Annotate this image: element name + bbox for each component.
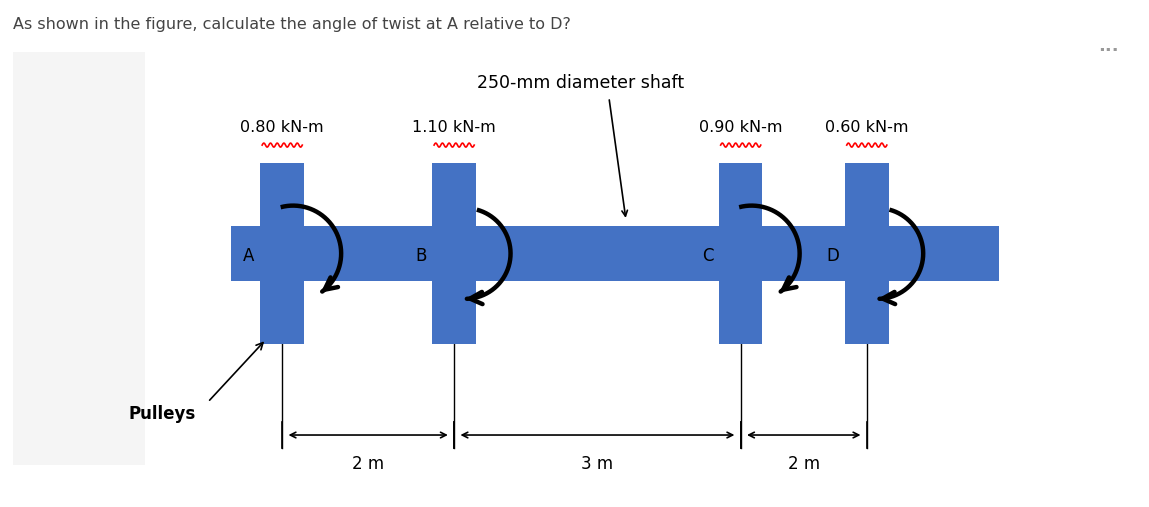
Text: 0.60 kN-m: 0.60 kN-m (825, 120, 909, 135)
Text: C: C (702, 247, 714, 265)
FancyBboxPatch shape (719, 163, 763, 344)
Text: B: B (415, 247, 426, 265)
Text: 3 m: 3 m (581, 455, 614, 473)
Text: As shown in the figure, calculate the angle of twist at A relative to D?: As shown in the figure, calculate the an… (13, 17, 571, 31)
FancyBboxPatch shape (231, 226, 998, 281)
Text: D: D (826, 247, 839, 265)
Text: 2 m: 2 m (352, 455, 384, 473)
Text: 2 m: 2 m (788, 455, 819, 473)
FancyBboxPatch shape (432, 163, 476, 344)
Text: 0.90 kN-m: 0.90 kN-m (699, 120, 782, 135)
FancyBboxPatch shape (13, 52, 145, 465)
Text: 0.80 kN-m: 0.80 kN-m (240, 120, 324, 135)
Text: 250-mm diameter shaft: 250-mm diameter shaft (477, 74, 684, 92)
Text: 1.10 kN-m: 1.10 kN-m (412, 120, 496, 135)
FancyBboxPatch shape (261, 163, 304, 344)
FancyBboxPatch shape (845, 163, 888, 344)
Text: ...: ... (1098, 37, 1119, 55)
Text: A: A (244, 247, 255, 265)
Text: Pulleys: Pulleys (129, 405, 195, 423)
